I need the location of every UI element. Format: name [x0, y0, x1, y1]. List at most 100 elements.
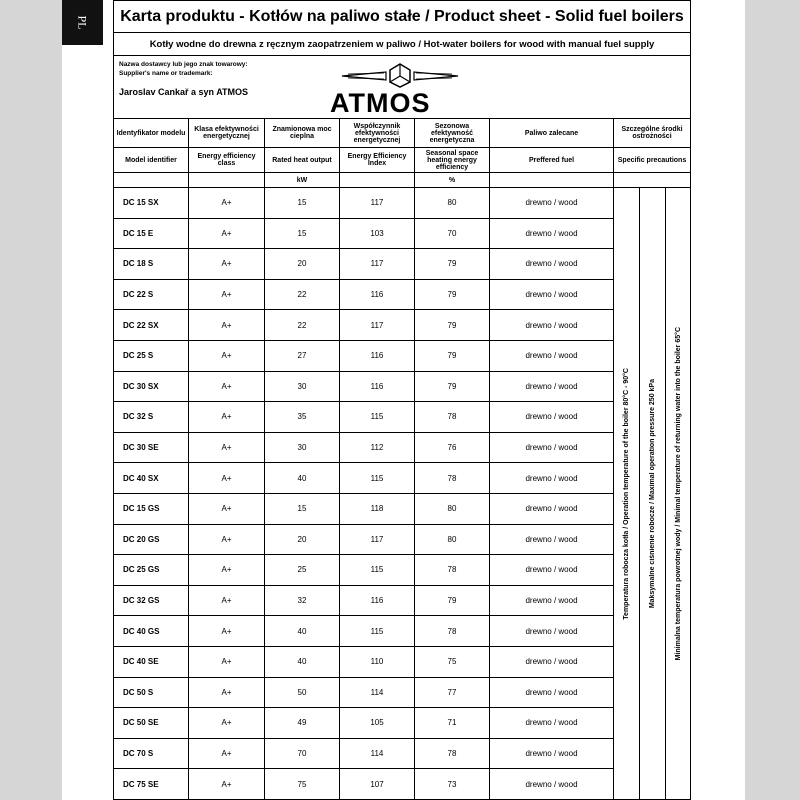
data-cell: DC 32 S: [113, 401, 189, 433]
data-cell: 117: [339, 309, 415, 341]
header-cell: Znamionowa moc cieplna: [264, 118, 340, 148]
data-cell: 107: [339, 768, 415, 800]
header-cell: Energy Efficiency Index: [339, 147, 415, 173]
data-row: DC 22 S A+ 22 116 79 drewno / wood: [113, 278, 691, 311]
data-row: DC 15 SX A+ 15 117 80 drewno / wood Temperatur…: [113, 187, 692, 800]
data-cell: 40: [264, 645, 340, 678]
header-cell: Klasa efektywności energetycznej: [188, 118, 265, 148]
data-cell: A+: [188, 248, 265, 280]
data-row: DC 75 SE A+ 75 107 73 drewno / wood: [113, 768, 691, 800]
data-cell: A+: [188, 401, 265, 433]
data-cell: drewno / wood: [489, 339, 614, 372]
data-row: DC 22 SX A+ 22 117 79 drewno / wood: [113, 309, 691, 341]
precaution-text: Temperatura robocza kotła / Operation te…: [623, 367, 630, 620]
data-cell: 114: [339, 737, 415, 770]
data-cell: 80: [414, 187, 490, 219]
header-cell: Preffered fuel: [489, 147, 614, 173]
data-cell: 40: [264, 462, 340, 494]
data-row: DC 32 GS A+ 32 116 79 drewno / wood: [113, 584, 691, 617]
data-row: DC 25 S A+ 27 116 79 drewno / wood: [113, 339, 691, 372]
data-cell: 115: [339, 615, 415, 647]
data-row: DC 70 S A+ 70 114 78 drewno / wood: [113, 737, 691, 770]
data-row: DC 25 GS A+ 25 115 78 drewno / wood: [113, 554, 691, 586]
data-cell: DC 40 SE: [113, 645, 189, 678]
header-cell: Sezonowa efektywność energetyczna: [414, 118, 490, 148]
data-cell: DC 22 S: [113, 278, 189, 311]
data-cell: drewno / wood: [489, 278, 614, 311]
data-cell: A+: [188, 737, 265, 770]
data-cell: 78: [414, 737, 490, 770]
data-cell: DC 25 S: [113, 339, 189, 372]
data-cell: A+: [188, 462, 265, 494]
unit-cell: [489, 172, 614, 188]
data-cell: 15: [264, 217, 340, 250]
units-row: kW%: [113, 172, 692, 188]
data-cell: DC 75 SE: [113, 768, 189, 800]
data-cell: 20: [264, 248, 340, 280]
data-cell: 40: [264, 615, 340, 647]
data-cell: 116: [339, 584, 415, 617]
data-cell: drewno / wood: [489, 707, 614, 739]
data-cell: drewno / wood: [489, 676, 614, 709]
data-cell: drewno / wood: [489, 401, 614, 433]
data-cell: drewno / wood: [489, 370, 614, 403]
logo-emblem: [341, 63, 459, 88]
data-cell: 115: [339, 401, 415, 433]
data-cell: DC 50 S: [113, 676, 189, 709]
data-cell: drewno / wood: [489, 584, 614, 617]
data-cell: 75: [264, 768, 340, 800]
data-row: DC 15 E A+ 15 103 70 drewno / wood: [113, 217, 691, 250]
data-cell: 30: [264, 431, 340, 464]
data-cell: A+: [188, 554, 265, 586]
data-cell: 105: [339, 707, 415, 739]
header-cell: Rated heat output: [264, 147, 340, 173]
data-cell: 35: [264, 401, 340, 433]
data-cell: 117: [339, 523, 415, 556]
data-cell: 117: [339, 248, 415, 280]
data-cell: DC 15 SX: [113, 187, 189, 219]
precaution-text: Minimalna temperatura powrotnej wody / M…: [674, 326, 682, 661]
unit-cell: [113, 172, 189, 188]
data-cell: drewno / wood: [489, 187, 614, 219]
data-cell: 79: [414, 584, 490, 617]
data-cell: 50: [264, 676, 340, 709]
header-cell: Seasonal space heating energy efficiency: [414, 147, 490, 173]
data-cell: 30: [264, 370, 340, 403]
header-cell: Specific precautions: [612, 147, 692, 173]
header-cell: Model identifier: [113, 147, 189, 173]
data-cell: drewno / wood: [489, 554, 614, 586]
data-cell: drewno / wood: [489, 645, 614, 678]
data-cell: 32: [264, 584, 340, 617]
precaution-cell: Temperatura robocza kotła / Operation te…: [613, 187, 640, 800]
unit-cell: [339, 172, 415, 188]
data-cell: drewno / wood: [489, 431, 614, 464]
data-cell: 22: [264, 309, 340, 341]
data-cell: DC 50 SE: [113, 707, 189, 739]
data-cell: 22: [264, 278, 340, 311]
data-row: DC 15 GS A+ 15 118 80 drewno / wood: [113, 492, 691, 525]
data-cell: 20: [264, 523, 340, 556]
data-row: DC 30 SX A+ 30 116 79 drewno / wood: [113, 370, 691, 403]
data-cell: A+: [188, 309, 265, 341]
data-cell: A+: [188, 278, 265, 311]
data-cell: 103: [339, 217, 415, 250]
subtitle: Kotły wodne do drewna z ręcznym zaopatrz…: [112, 32, 692, 56]
data-cell: drewno / wood: [489, 462, 614, 494]
header-row: Identyfikator modelu Klasa efektywności e…: [113, 118, 692, 148]
data-cell: drewno / wood: [489, 217, 614, 250]
data-cell: 110: [339, 645, 415, 678]
title: Karta produktu - Kotłów na paliwo stałe …: [112, 0, 692, 33]
data-cell: 78: [414, 401, 490, 433]
data-cell: A+: [188, 187, 265, 219]
data-cell: 25: [264, 554, 340, 586]
data-cell: 78: [414, 615, 490, 647]
unit-cell: kW: [264, 172, 340, 188]
data-cell: DC 18 S: [113, 248, 189, 280]
data-cell: DC 70 S: [113, 737, 189, 770]
data-cell: 116: [339, 278, 415, 311]
data-cell: A+: [188, 645, 265, 678]
data-cell: 71: [414, 707, 490, 739]
data-row: DC 30 SE A+ 30 112 76 drewno / wood: [113, 431, 691, 464]
data-row: DC 50 SE A+ 49 105 71 drewno / wood: [113, 707, 691, 739]
